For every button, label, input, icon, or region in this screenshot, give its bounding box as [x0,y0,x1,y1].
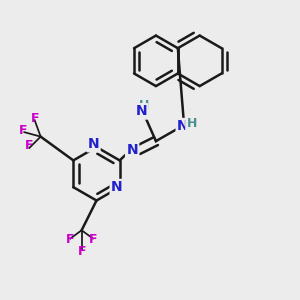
Text: N: N [88,137,99,151]
Text: H: H [186,117,197,130]
Text: F: F [25,139,33,152]
Text: F: F [89,233,98,246]
Text: F: F [30,112,39,125]
Text: N: N [126,143,138,157]
Text: N: N [135,104,147,118]
Text: H: H [139,99,149,112]
Text: F: F [19,124,27,137]
Text: F: F [65,233,74,246]
Text: F: F [77,244,86,258]
Text: N: N [177,119,188,133]
Text: N: N [111,180,122,194]
